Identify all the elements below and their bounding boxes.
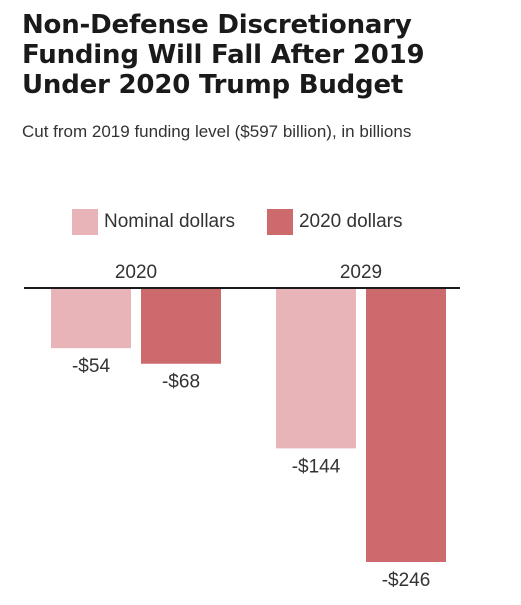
category-label-2029: 2029 [340, 262, 382, 283]
legend-label-nominal: Nominal dollars [104, 211, 235, 232]
data-label-2020-series-2: -$68 [162, 372, 200, 393]
chart-subtitle: Cut from 2019 funding level ($597 billio… [22, 122, 412, 141]
legend-label-2020-dollars: 2020 dollars [298, 211, 403, 232]
legend-item-2020-dollars: 2020 dollars [266, 209, 403, 235]
bar-2029-series-2 [366, 288, 446, 562]
category-labels-group: 2020 2029 [115, 262, 382, 283]
bars-group [51, 288, 446, 562]
data-label-2029-series-2: -$246 [382, 570, 431, 591]
data-label-2029-series-1: -$144 [292, 456, 341, 477]
bar-2020-series-1 [51, 288, 131, 349]
labels-group: -$54 -$68 -$144 -$246 [72, 356, 430, 591]
data-label-2020-series-1: -$54 [72, 356, 110, 377]
bar-2029-series-1 [276, 288, 356, 449]
legend-swatch-nominal [72, 209, 98, 235]
chart-title: Non-Defense Discretionary Funding Will F… [22, 10, 425, 100]
bar-2020-series-2 [141, 288, 221, 364]
legend-item-nominal: Nominal dollars [72, 209, 235, 235]
category-label-2020: 2020 [115, 262, 157, 283]
legend-swatch-2020-dollars [266, 209, 293, 235]
legend: Nominal dollars 2020 dollars [72, 209, 434, 235]
